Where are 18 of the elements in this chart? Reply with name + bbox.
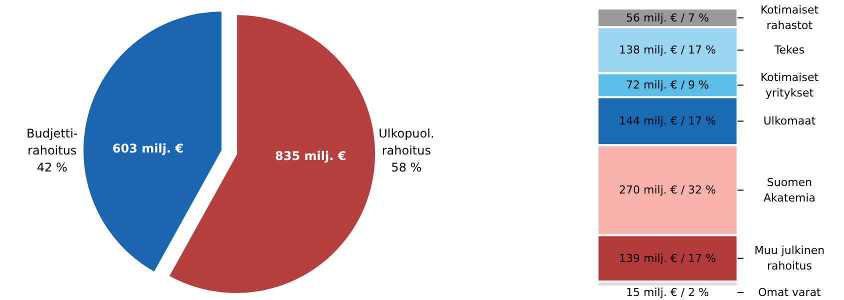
data-label: 72 milj. € / 9 % — [626, 78, 710, 92]
text: Kotimaiset rahastot — [760, 4, 820, 32]
data-label: 144 milj. € / 17 % — [618, 114, 716, 128]
text: Kotimaiset yritykset — [760, 70, 820, 100]
series-label: Muu julkinen rahoitus — [754, 244, 825, 273]
data-label: 603 milj. € — [112, 142, 184, 156]
data-label: 15 milj. € / 2 % — [626, 286, 710, 299]
data-label: 138 milj. € / 17 % — [618, 44, 716, 57]
data-label: 270 milj. € / 32 % — [618, 184, 716, 197]
text: Suomen Akatemia — [763, 176, 816, 204]
text: Ulkomaat — [763, 114, 816, 128]
data-label: 835 milj. € — [275, 148, 346, 163]
slice-label: Ulkopuol. rahoitus 58 % — [378, 126, 434, 174]
data-label: 56 milj. € / 7 % — [626, 11, 710, 24]
data-label: 139 milj. € / 17 % — [618, 252, 716, 265]
text: Tekes — [773, 44, 805, 57]
slice-label: Budjetti- rahoitus 42 % — [26, 126, 78, 174]
series-label: Omat varat — [758, 286, 822, 299]
